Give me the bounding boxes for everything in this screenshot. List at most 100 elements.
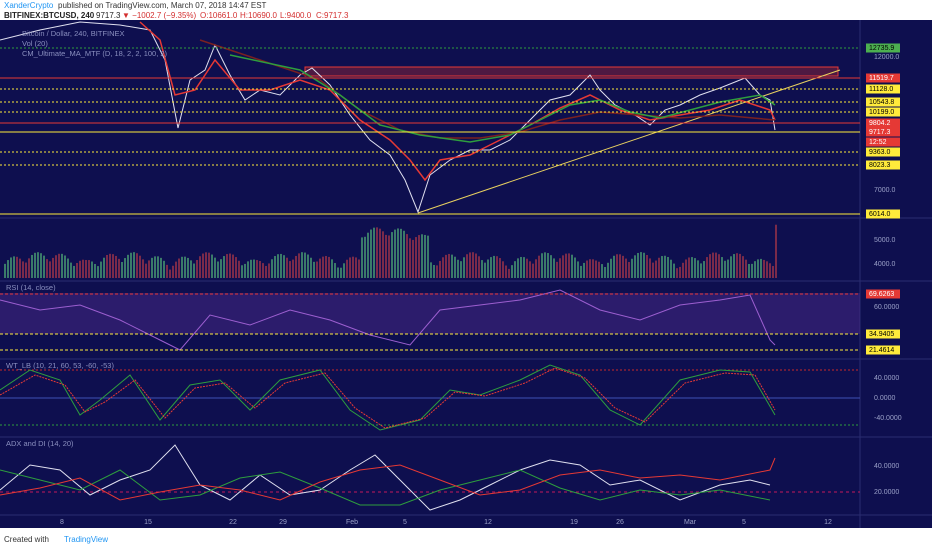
volume-bar — [76, 263, 78, 278]
volume-bar — [667, 256, 669, 278]
volume-bar — [142, 259, 144, 278]
price-level-label: 9804.2 — [869, 120, 891, 127]
price-label-bg — [866, 118, 900, 128]
time-label: 5 — [742, 519, 746, 526]
price-level-label: 8023.3 — [869, 162, 891, 169]
legend-item: Vol (20) — [22, 39, 48, 48]
volume-bar — [370, 229, 372, 278]
volume-bar — [637, 252, 639, 278]
time-label: 22 — [229, 519, 237, 526]
volume-bar — [739, 253, 741, 278]
rsi-label-bg — [866, 329, 900, 339]
volume-bar — [529, 261, 531, 278]
volume-bar — [700, 263, 702, 278]
volume-bar — [625, 258, 627, 278]
volume-bar — [25, 262, 27, 278]
volume-bar — [94, 263, 96, 278]
volume-bar — [319, 258, 321, 278]
price-level-label: 11519.7 — [869, 75, 894, 82]
volume-bar — [634, 255, 636, 278]
volume-bar — [454, 256, 456, 278]
volume-bar — [109, 253, 111, 278]
volume-bar — [220, 259, 222, 278]
volume-bar — [601, 264, 603, 278]
volume-bar — [649, 258, 651, 278]
volume-bar — [466, 254, 468, 278]
volume-bar — [16, 256, 18, 278]
volume-bar — [244, 263, 246, 278]
time-label: 12 — [484, 519, 492, 526]
price-label-bg — [866, 107, 900, 117]
time-label: 15 — [144, 519, 152, 526]
volume-bar — [160, 257, 162, 278]
price-label-bg — [866, 43, 900, 53]
volume-bar — [364, 236, 366, 278]
volume-bar — [232, 254, 234, 278]
volume-bar — [205, 252, 207, 278]
volume-bar — [769, 263, 771, 278]
volume-bar — [328, 256, 330, 278]
pane-title: WT_LB (10, 21, 60, 53, -60, -53) — [6, 361, 114, 370]
volume-bar — [397, 228, 399, 278]
volume-bar — [178, 258, 180, 278]
volume-bar — [727, 259, 729, 278]
volume-bar — [442, 257, 444, 278]
volume-bar — [199, 256, 201, 278]
footer-brand[interactable]: TradingView — [64, 535, 108, 544]
volume-bar — [742, 256, 744, 278]
volume-bar — [640, 252, 642, 278]
volume-bar — [91, 261, 93, 278]
volume-bar — [214, 257, 216, 278]
volume-bar — [268, 263, 270, 278]
volume-bar — [385, 234, 387, 278]
volume-bar — [610, 258, 612, 278]
volume-bar — [655, 260, 657, 278]
axis-label: 20.0000 — [874, 489, 899, 496]
axis-label: 7000.0 — [874, 187, 896, 194]
volume-bar — [148, 260, 150, 278]
price-label-bg — [866, 84, 900, 94]
resistance-zone — [304, 66, 839, 77]
volume-bar — [223, 256, 225, 278]
volume-bar — [679, 266, 681, 278]
volume-bar — [598, 261, 600, 278]
volume-bar — [247, 261, 249, 278]
volume-bar — [724, 260, 726, 278]
volume-bar — [436, 265, 438, 278]
volume-bar — [283, 255, 285, 278]
volume-bar — [262, 263, 264, 278]
price-label-bg — [866, 147, 900, 157]
volume-bar — [358, 259, 360, 278]
volume-bar — [289, 261, 291, 278]
volume-bar — [28, 258, 30, 278]
volume-bar — [382, 231, 384, 278]
pane-title: ADX and DI (14, 20) — [6, 439, 74, 448]
volume-bar — [274, 256, 276, 278]
volume-bar — [145, 263, 147, 278]
symbol: BITFINEX:BTCUSD, 240 — [4, 11, 95, 20]
volume-bar — [433, 264, 435, 278]
axis-label: 40.0000 — [874, 463, 899, 470]
volume-bar — [604, 267, 606, 278]
volume-bar — [61, 253, 63, 278]
volume-bar — [463, 257, 465, 278]
volume-bar — [487, 259, 489, 278]
volume-bar — [607, 262, 609, 278]
volume-bar — [592, 259, 594, 278]
volume-bar — [229, 253, 231, 278]
volume-bar — [670, 259, 672, 278]
pane-title: RSI (14, close) — [6, 283, 56, 292]
change: ▼ −1002.7 (−9.35%) — [122, 11, 197, 20]
axis-label: 12000.0 — [874, 54, 899, 61]
volume-bar — [13, 256, 15, 278]
volume-bar — [85, 259, 87, 278]
volume-bar — [367, 232, 369, 278]
volume-bar — [499, 258, 501, 278]
rsi-band — [0, 293, 860, 334]
volume-bar — [418, 235, 420, 278]
volume-bar — [4, 263, 6, 278]
volume-bar — [409, 238, 411, 278]
author[interactable]: XanderCrypto — [4, 1, 54, 10]
volume-bar — [136, 253, 138, 278]
volume-bar — [43, 255, 45, 278]
